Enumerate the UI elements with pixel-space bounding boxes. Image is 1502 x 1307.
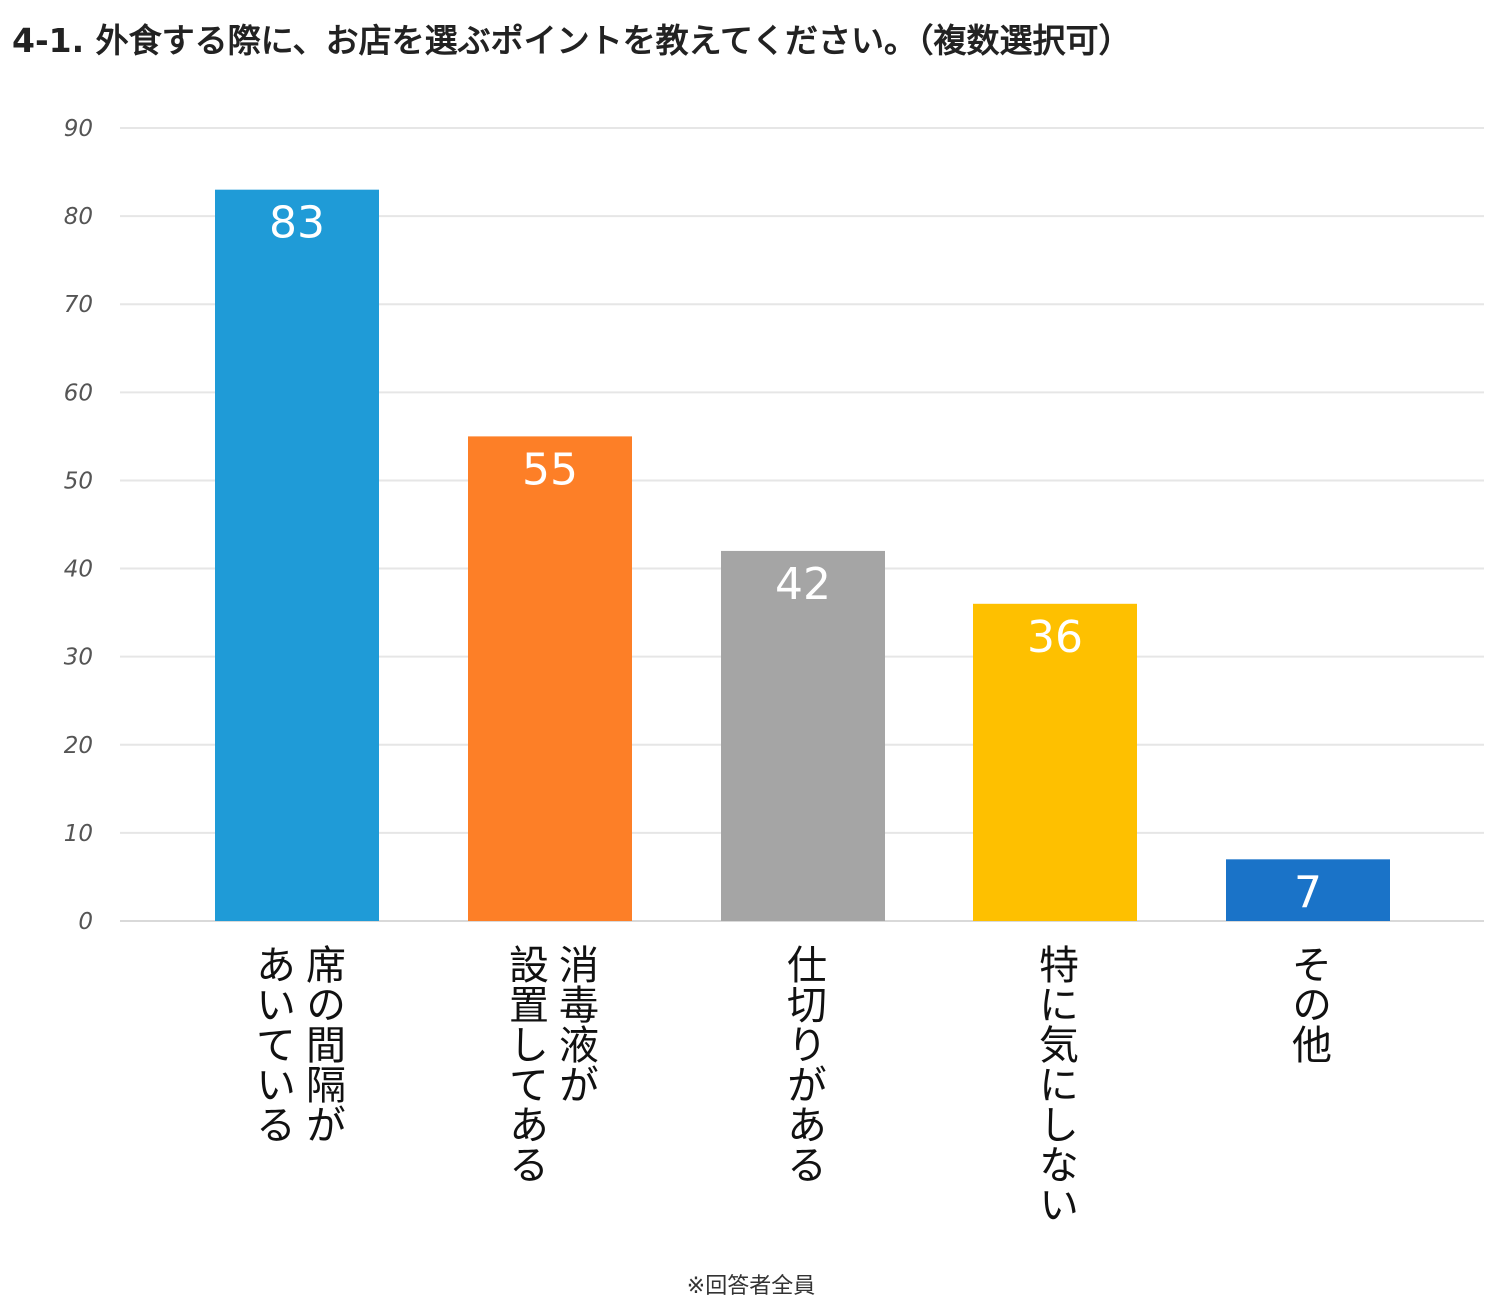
category-label-other: その他 bbox=[1285, 944, 1332, 1064]
category-label-seat-spacing: あいている bbox=[249, 944, 295, 1144]
category-label-sanitizer: 設置してある bbox=[502, 944, 548, 1184]
y-tick-label: 50 bbox=[64, 468, 93, 494]
y-tick-label: 30 bbox=[64, 645, 93, 671]
bar-other bbox=[1226, 859, 1390, 921]
y-axis-ticks: 0 10 20 30 40 50 60 70 80 90 bbox=[64, 116, 93, 935]
data-label-other: 7 bbox=[1294, 867, 1322, 918]
category-label-partition: 仕切りがある bbox=[780, 944, 827, 1184]
bar-partition bbox=[721, 550, 885, 921]
y-tick-label: 40 bbox=[64, 557, 93, 583]
category-label-seat-spacing: 席の間隔が bbox=[299, 944, 345, 1144]
bar-seat-spacing bbox=[215, 189, 379, 921]
y-tick-label: 20 bbox=[64, 733, 93, 759]
data-label-sanitizer: 55 bbox=[522, 444, 578, 495]
data-labels: 83 55 42 36 7 bbox=[269, 198, 1322, 919]
category-label-sanitizer: 消毒液が bbox=[552, 944, 598, 1104]
bar-no-concern bbox=[973, 603, 1137, 921]
y-tick-label: 60 bbox=[64, 380, 93, 406]
y-tick-label: 80 bbox=[64, 204, 93, 230]
y-tick-label: 10 bbox=[64, 821, 93, 847]
y-tick-label: 90 bbox=[64, 116, 93, 142]
y-tick-label: 0 bbox=[78, 909, 93, 935]
bars bbox=[215, 189, 1390, 921]
y-tick-label: 70 bbox=[64, 292, 93, 318]
chart-title: 4-1. 外食する際に、お店を選ぶポイントを教えてください。（複数選択可） bbox=[12, 21, 1132, 60]
data-label-no-concern: 36 bbox=[1027, 612, 1083, 663]
footnote: ※回答者全員 bbox=[686, 1274, 816, 1299]
data-label-partition: 42 bbox=[775, 559, 831, 610]
data-label-seat-spacing: 83 bbox=[269, 198, 325, 249]
category-label-no-concern: 特に気にしない bbox=[1032, 944, 1078, 1224]
bar-sanitizer bbox=[468, 436, 632, 921]
